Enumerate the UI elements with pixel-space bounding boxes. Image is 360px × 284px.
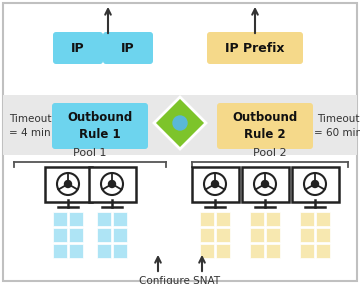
FancyBboxPatch shape: [216, 243, 230, 258]
FancyBboxPatch shape: [266, 212, 280, 225]
FancyBboxPatch shape: [216, 227, 230, 241]
FancyBboxPatch shape: [316, 227, 330, 241]
FancyBboxPatch shape: [45, 166, 91, 202]
FancyBboxPatch shape: [113, 227, 127, 241]
FancyBboxPatch shape: [113, 243, 127, 258]
FancyBboxPatch shape: [53, 227, 67, 241]
FancyBboxPatch shape: [300, 227, 314, 241]
FancyBboxPatch shape: [113, 212, 127, 225]
Circle shape: [64, 181, 72, 187]
FancyBboxPatch shape: [97, 243, 111, 258]
Circle shape: [108, 181, 116, 187]
FancyBboxPatch shape: [69, 243, 83, 258]
FancyBboxPatch shape: [53, 212, 67, 225]
FancyBboxPatch shape: [207, 32, 303, 64]
FancyBboxPatch shape: [300, 212, 314, 225]
Text: Pool 2: Pool 2: [253, 148, 287, 158]
FancyBboxPatch shape: [217, 103, 313, 149]
Text: Timeout
= 60 min: Timeout = 60 min: [314, 114, 360, 138]
FancyBboxPatch shape: [53, 32, 103, 64]
Text: Configure SNAT
ports per VM: Configure SNAT ports per VM: [139, 276, 221, 284]
FancyBboxPatch shape: [97, 227, 111, 241]
FancyBboxPatch shape: [3, 95, 357, 155]
Circle shape: [212, 181, 219, 187]
FancyBboxPatch shape: [192, 166, 238, 202]
Text: IP Prefix: IP Prefix: [225, 41, 285, 55]
Circle shape: [173, 116, 187, 130]
FancyBboxPatch shape: [216, 212, 230, 225]
Circle shape: [311, 181, 319, 187]
FancyBboxPatch shape: [200, 212, 214, 225]
FancyBboxPatch shape: [52, 103, 148, 149]
FancyBboxPatch shape: [242, 166, 288, 202]
FancyBboxPatch shape: [89, 166, 135, 202]
Text: Outbound
Rule 2: Outbound Rule 2: [232, 111, 298, 141]
FancyBboxPatch shape: [103, 32, 153, 64]
FancyBboxPatch shape: [200, 227, 214, 241]
FancyBboxPatch shape: [69, 227, 83, 241]
Text: IP: IP: [71, 41, 85, 55]
FancyBboxPatch shape: [316, 212, 330, 225]
FancyBboxPatch shape: [53, 243, 67, 258]
Text: Outbound
Rule 1: Outbound Rule 1: [67, 111, 132, 141]
Text: Pool 1: Pool 1: [73, 148, 107, 158]
FancyBboxPatch shape: [300, 243, 314, 258]
FancyBboxPatch shape: [69, 212, 83, 225]
FancyBboxPatch shape: [3, 3, 357, 281]
Text: Timeout
= 4 min: Timeout = 4 min: [9, 114, 51, 138]
FancyBboxPatch shape: [266, 227, 280, 241]
FancyBboxPatch shape: [250, 212, 264, 225]
FancyBboxPatch shape: [97, 212, 111, 225]
Circle shape: [261, 181, 269, 187]
FancyBboxPatch shape: [316, 243, 330, 258]
FancyBboxPatch shape: [250, 227, 264, 241]
FancyBboxPatch shape: [250, 243, 264, 258]
FancyBboxPatch shape: [200, 243, 214, 258]
FancyBboxPatch shape: [292, 166, 338, 202]
FancyBboxPatch shape: [266, 243, 280, 258]
Text: IP: IP: [121, 41, 135, 55]
Polygon shape: [154, 97, 206, 149]
